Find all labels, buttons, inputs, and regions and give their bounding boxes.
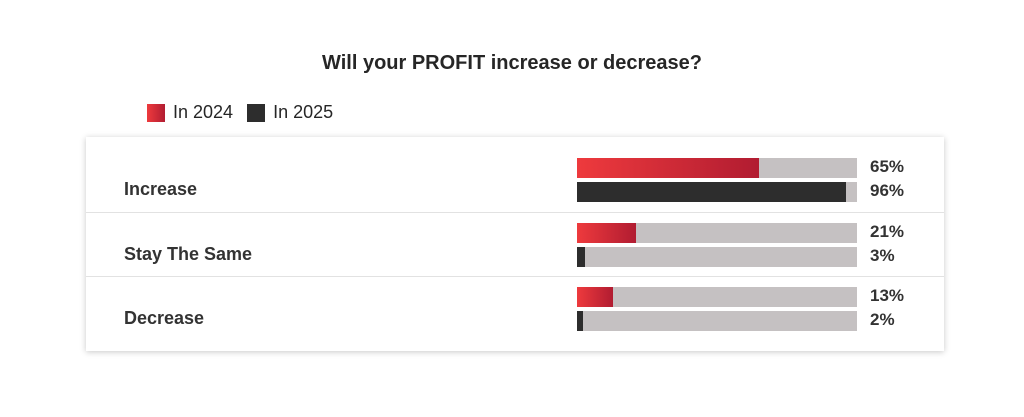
bar-track-stay-the-same-2025 <box>577 247 857 267</box>
bar-increase-2024 <box>577 158 759 178</box>
bar-track-decrease-2025 <box>577 311 857 331</box>
category-label-increase: Increase <box>124 179 198 199</box>
chart-panel: Increase 65% 96% Stay The Same 21% 3% Decrease… <box>86 137 944 351</box>
bar-decrease-2025 <box>577 311 583 331</box>
bar-increase-2025 <box>577 182 846 202</box>
legend: In 2024 In 2025 <box>147 102 347 123</box>
value-label-decrease-2024: 13% <box>870 286 905 305</box>
category-row-increase: Increase 65% 96% <box>86 148 944 212</box>
legend-label-2025: In 2025 <box>273 102 334 122</box>
legend-label-2024: In 2024 <box>173 102 234 122</box>
bar-track-decrease-2024 <box>577 287 857 307</box>
legend-item-2024: In 2024 <box>147 102 233 123</box>
category-row-decrease: Decrease 13% 2% <box>86 276 944 341</box>
value-label-stay-the-same-2024: 21% <box>870 222 905 241</box>
category-row-stay-the-same: Stay The Same 21% 3% <box>86 212 944 277</box>
title-suffix: increase or decrease? <box>485 52 702 74</box>
legend-swatch-2025 <box>247 103 266 122</box>
category-label-stay-the-same: Stay The Same <box>124 244 253 264</box>
value-label-stay-the-same-2025: 3% <box>870 246 895 265</box>
value-label-increase-2024: 65% <box>870 157 905 176</box>
legend-swatch-2024 <box>147 103 165 122</box>
bar-track-increase-2025 <box>577 182 857 202</box>
chart-title: Will your PROFIT increase or decrease? <box>0 52 1024 75</box>
value-label-increase-2025: 96% <box>870 181 905 200</box>
bar-track-increase-2024 <box>577 158 857 178</box>
title-emphasis: PROFIT <box>411 52 486 74</box>
bar-stay-the-same-2025 <box>577 247 586 267</box>
bar-decrease-2024 <box>577 287 614 307</box>
category-label-decrease: Decrease <box>124 308 205 328</box>
value-label-decrease-2025: 2% <box>870 310 895 329</box>
legend-item-2025: In 2025 <box>247 102 333 123</box>
title-prefix: Will your <box>322 52 412 74</box>
bar-stay-the-same-2024 <box>577 223 636 243</box>
bar-track-stay-the-same-2024 <box>577 223 857 243</box>
